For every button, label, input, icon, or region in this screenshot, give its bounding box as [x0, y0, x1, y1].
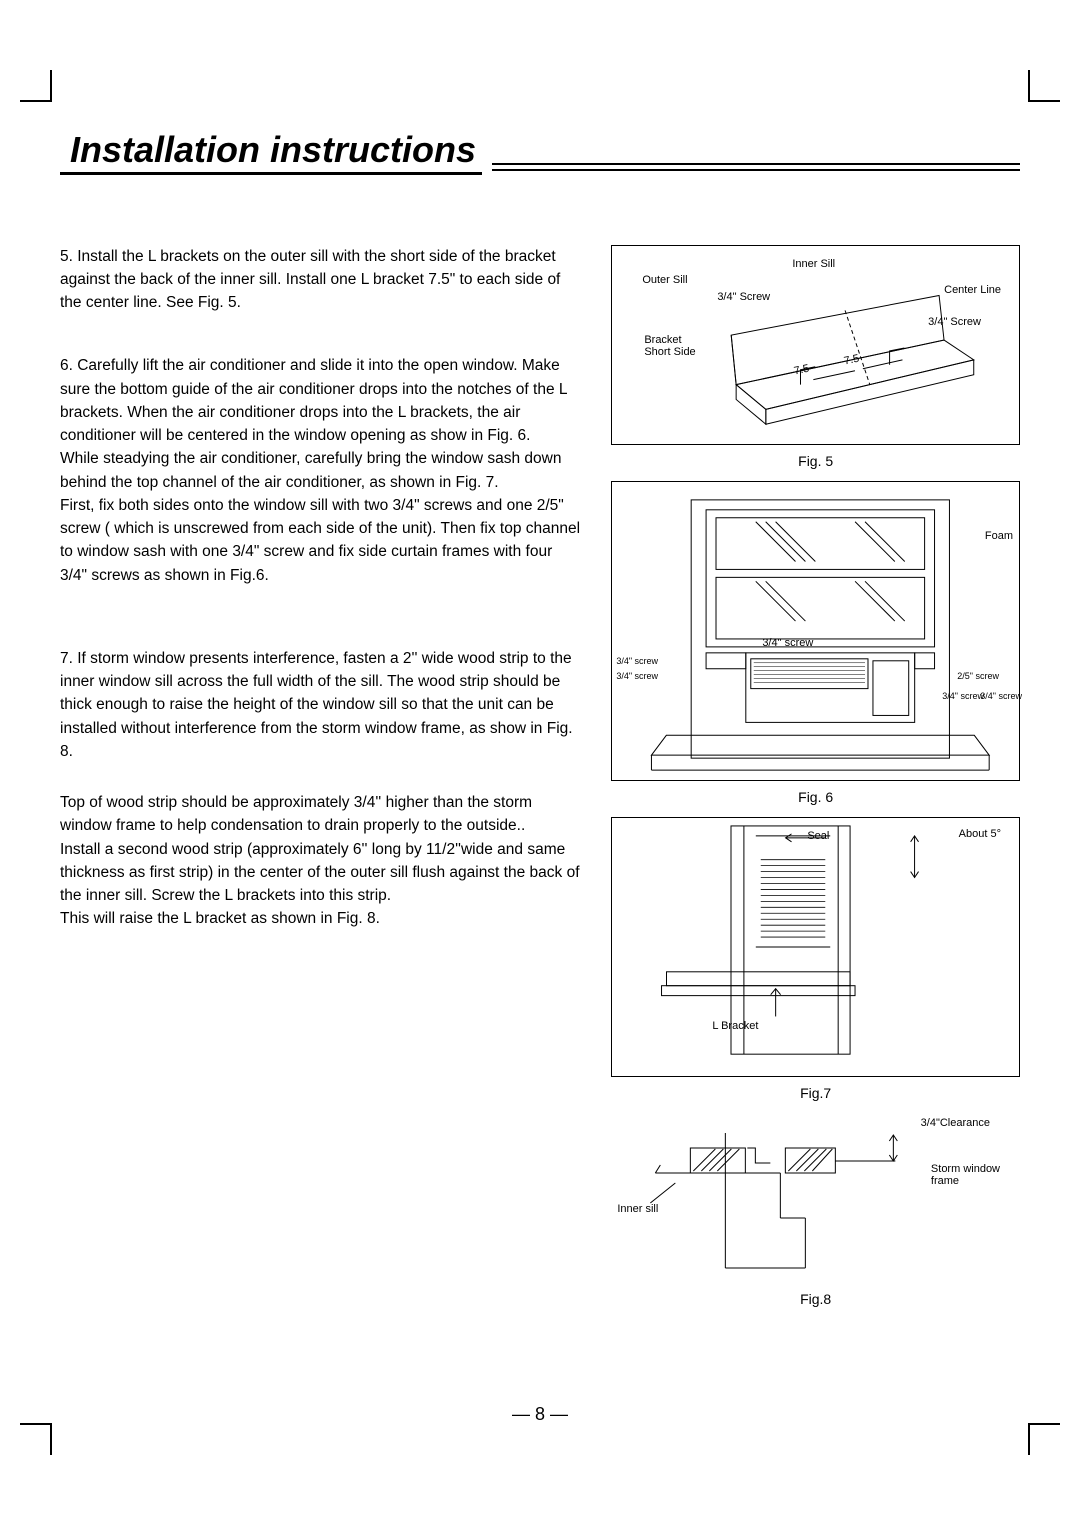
page-title-row: Installation instructions	[60, 130, 1020, 175]
label-screw-1: 3/4" Screw	[717, 291, 770, 303]
label-bracket: Bracket Short Side	[644, 334, 695, 358]
page-title: Installation instructions	[60, 130, 482, 175]
figure-7: Seal About 5° L Bracket	[611, 817, 1020, 1077]
manual-page: Installation instructions 5. Install the…	[0, 0, 1080, 1525]
label-clearance: 3/4"Clearance	[921, 1117, 990, 1129]
step-5: 5. Install the L brackets on the outer s…	[60, 245, 583, 315]
label-inner-sill-8: Inner sill	[617, 1203, 658, 1215]
label-right-screw3: 3/4" screw	[980, 692, 1022, 702]
label-screw-2: 3/4" Screw	[928, 316, 981, 328]
label-inner-sill: Inner Sill	[792, 258, 835, 270]
label-storm: Storm window frame	[931, 1163, 1000, 1187]
label-top-screw: 3/4" screw	[762, 637, 813, 649]
label-center-line: Center Line	[944, 284, 1001, 296]
figure-8-caption: Fig.8	[611, 1291, 1020, 1307]
label-left-screw2: 3/4" screw	[616, 672, 658, 682]
text-column: 5. Install the L brackets on the outer s…	[60, 245, 583, 1319]
label-lbracket: L Bracket	[712, 1020, 758, 1032]
label-foam: Foam	[985, 530, 1013, 542]
crop-mark	[20, 1423, 52, 1455]
figure-5: Inner Sill Outer Sill Center Line 3/4" S…	[611, 245, 1020, 445]
figure-5-caption: Fig. 5	[611, 453, 1020, 469]
page-number: — 8 —	[0, 1404, 1080, 1425]
label-seal: Seal	[807, 830, 829, 842]
title-rule	[492, 163, 1020, 171]
label-left-screw1: 3/4" screw	[616, 657, 658, 667]
step-7b: Top of wood strip should be approximatel…	[60, 791, 583, 931]
crop-mark	[20, 70, 52, 102]
step-7a: 7. If storm window presents interference…	[60, 647, 583, 763]
label-right-screw1: 2/5" screw	[957, 672, 999, 682]
figure-7-caption: Fig.7	[611, 1085, 1020, 1101]
label-angle: About 5°	[959, 828, 1001, 840]
label-outer-sill: Outer Sill	[642, 274, 687, 286]
crop-mark	[1028, 1423, 1060, 1455]
figure-6: Foam 3/4" screw 3/4" screw 3/4" screw 2/…	[611, 481, 1020, 781]
figure-6-caption: Fig. 6	[611, 789, 1020, 805]
figure-8: 3/4"Clearance Storm window frame Inner s…	[611, 1113, 1020, 1283]
crop-mark	[1028, 70, 1060, 102]
label-right-screw2: 3/4" screw	[942, 692, 984, 702]
content-columns: 5. Install the L brackets on the outer s…	[60, 245, 1020, 1319]
figure-column: Inner Sill Outer Sill Center Line 3/4" S…	[611, 245, 1020, 1319]
step-6: 6. Carefully lift the air conditioner an…	[60, 354, 583, 587]
